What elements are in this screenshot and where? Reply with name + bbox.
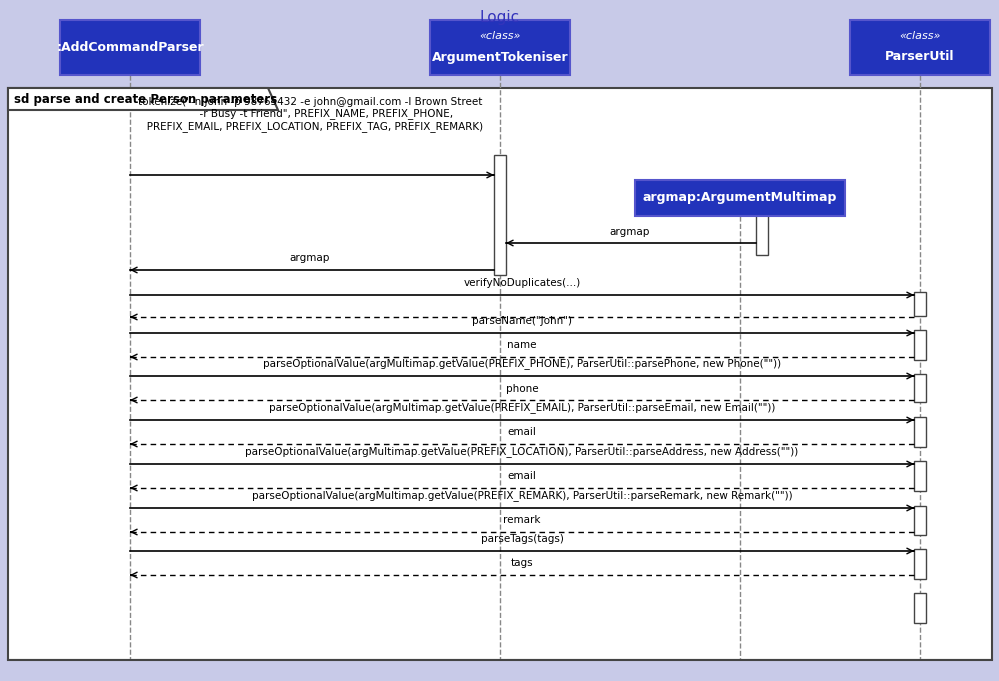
- Bar: [8, 88, 992, 660]
- Bar: [914, 506, 926, 535]
- Text: argmap: argmap: [609, 227, 650, 237]
- Text: argmap: argmap: [290, 253, 331, 263]
- Text: ArgumentTokeniser: ArgumentTokeniser: [432, 50, 568, 63]
- Polygon shape: [8, 88, 278, 110]
- Bar: [914, 374, 926, 402]
- Bar: [850, 20, 990, 75]
- Text: email: email: [507, 427, 536, 437]
- Bar: [914, 292, 926, 316]
- Bar: [914, 549, 926, 579]
- Bar: [914, 330, 926, 360]
- Text: phone: phone: [505, 384, 538, 394]
- Bar: [635, 180, 845, 216]
- Text: parseTags(tags): parseTags(tags): [481, 534, 563, 544]
- Bar: [494, 155, 506, 275]
- Text: Logic: Logic: [480, 10, 519, 25]
- Text: name: name: [507, 340, 536, 350]
- Bar: [914, 417, 926, 447]
- Bar: [914, 461, 926, 491]
- Text: ParserUtil: ParserUtil: [885, 50, 955, 63]
- Text: «class»: «class»: [899, 31, 941, 41]
- Bar: [914, 593, 926, 623]
- Text: parseOptionalValue(argMultimap.getValue(PREFIX_REMARK), ParserUtil::parseRemark,: parseOptionalValue(argMultimap.getValue(…: [252, 490, 792, 501]
- Bar: [756, 198, 768, 255]
- Text: parseOptionalValue(argMultimap.getValue(PREFIX_PHONE), ParserUtil::parsePhone, n: parseOptionalValue(argMultimap.getValue(…: [263, 358, 781, 369]
- Text: verifyNoDuplicates(...): verifyNoDuplicates(...): [464, 278, 580, 288]
- Text: tags: tags: [510, 558, 533, 568]
- Text: email: email: [507, 471, 536, 481]
- Text: :AddCommandParser: :AddCommandParser: [56, 41, 204, 54]
- Text: remark: remark: [503, 515, 540, 525]
- Bar: [430, 20, 570, 75]
- Text: parseName("John"): parseName("John"): [472, 316, 572, 326]
- Bar: [60, 20, 200, 75]
- Text: «class»: «class»: [480, 31, 520, 41]
- Text: parseOptionalValue(argMultimap.getValue(PREFIX_EMAIL), ParserUtil::parseEmail, n: parseOptionalValue(argMultimap.getValue(…: [269, 402, 775, 413]
- Text: argmap:ArgumentMultimap: argmap:ArgumentMultimap: [642, 191, 837, 204]
- Text: parseOptionalValue(argMultimap.getValue(PREFIX_LOCATION), ParserUtil::parseAddre: parseOptionalValue(argMultimap.getValue(…: [246, 446, 798, 457]
- Text: sd parse and create Person parameters: sd parse and create Person parameters: [14, 93, 278, 106]
- Text: tokenize("-n John -p 98765432 -e john@gmail.com -l Brown Street
          -r Bus: tokenize("-n John -p 98765432 -e john@gm…: [137, 97, 484, 132]
- Bar: [0, 660, 999, 681]
